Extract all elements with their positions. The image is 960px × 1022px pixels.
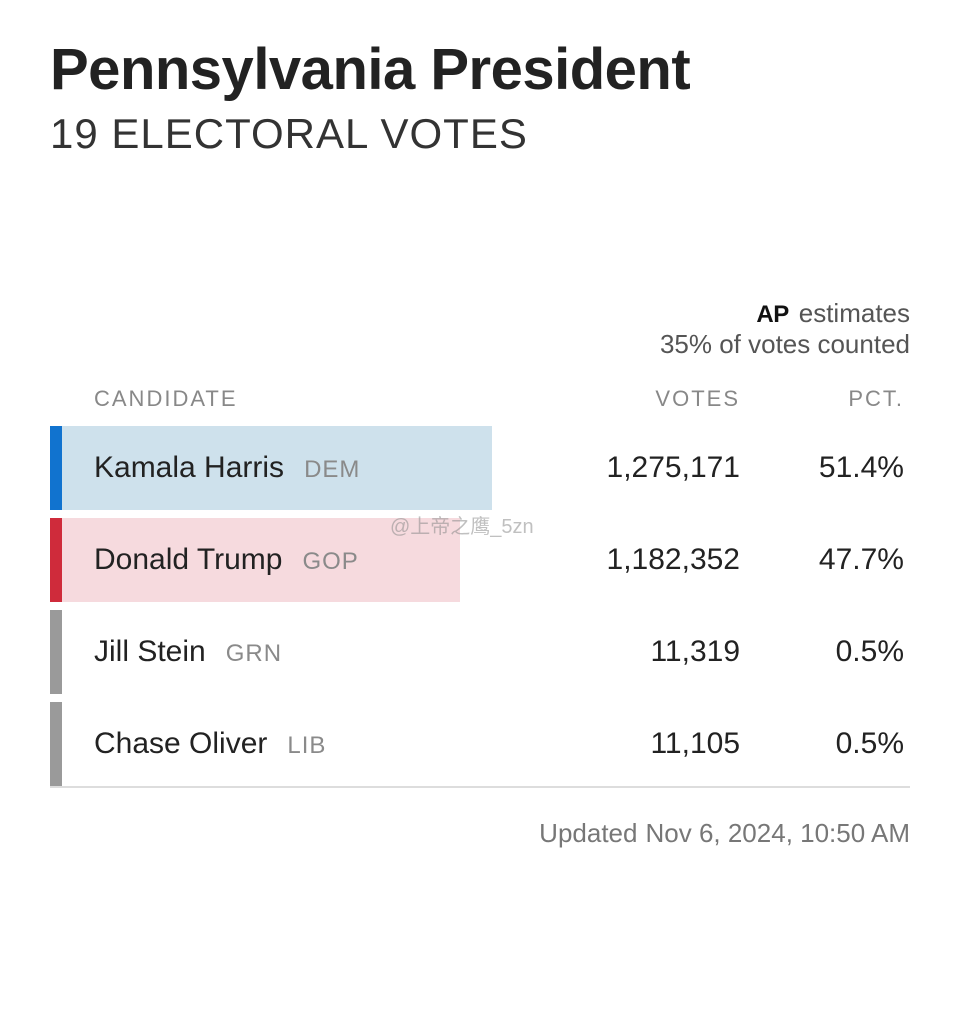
candidate-party: GRN <box>226 640 282 668</box>
updated-timestamp: Updated Nov 6, 2024, 10:50 AM <box>50 818 910 849</box>
pct-cell: 0.5% <box>740 727 910 761</box>
updated-value: Nov 6, 2024, 10:50 AM <box>645 818 910 849</box>
candidate-name: Jill Stein <box>94 635 206 669</box>
candidate-party: DEM <box>304 456 360 484</box>
candidate-name: Donald Trump <box>94 543 282 577</box>
table-bottom-divider <box>50 786 910 788</box>
pct-cell: 51.4% <box>740 451 910 485</box>
votes-counted-text: 35% of votes counted <box>50 329 910 360</box>
table-header: CANDIDATE VOTES PCT. <box>50 386 910 426</box>
page-title: Pennsylvania President <box>50 38 910 102</box>
candidate-cell: Donald Trump GOP <box>50 543 530 577</box>
candidate-party: GOP <box>302 548 358 576</box>
candidate-party: LIB <box>287 732 326 760</box>
electoral-votes-subtitle: 19 ELECTORAL VOTES <box>50 110 910 158</box>
updated-label: Updated <box>539 818 637 849</box>
table-row: Donald Trump GOP 1,182,35247.7% <box>50 518 910 602</box>
ap-logo: AP <box>756 301 788 329</box>
col-header-votes: VOTES <box>530 386 740 412</box>
pct-cell: 0.5% <box>740 635 910 669</box>
count-meta: AP estimates 35% of votes counted <box>50 298 910 360</box>
col-header-pct: PCT. <box>740 386 910 412</box>
candidate-name: Kamala Harris <box>94 451 284 485</box>
table-row: Kamala Harris DEM 1,275,17151.4% <box>50 426 910 510</box>
votes-cell: 11,105 <box>530 727 740 761</box>
col-header-candidate: CANDIDATE <box>50 386 530 412</box>
table-row: Jill Stein GRN 11,3190.5% <box>50 610 910 694</box>
estimates-label: estimates <box>799 298 910 329</box>
votes-cell: 1,182,352 <box>530 543 740 577</box>
votes-cell: 11,319 <box>530 635 740 669</box>
candidate-cell: Kamala Harris DEM <box>50 451 530 485</box>
candidate-cell: Chase Oliver LIB <box>50 727 530 761</box>
results-table: CANDIDATE VOTES PCT. Kamala Harris DEM 1,2… <box>50 386 910 788</box>
candidate-name: Chase Oliver <box>94 727 267 761</box>
candidate-cell: Jill Stein GRN <box>50 635 530 669</box>
table-row: Chase Oliver LIB 11,1050.5% <box>50 702 910 786</box>
pct-cell: 47.7% <box>740 543 910 577</box>
votes-cell: 1,275,171 <box>530 451 740 485</box>
